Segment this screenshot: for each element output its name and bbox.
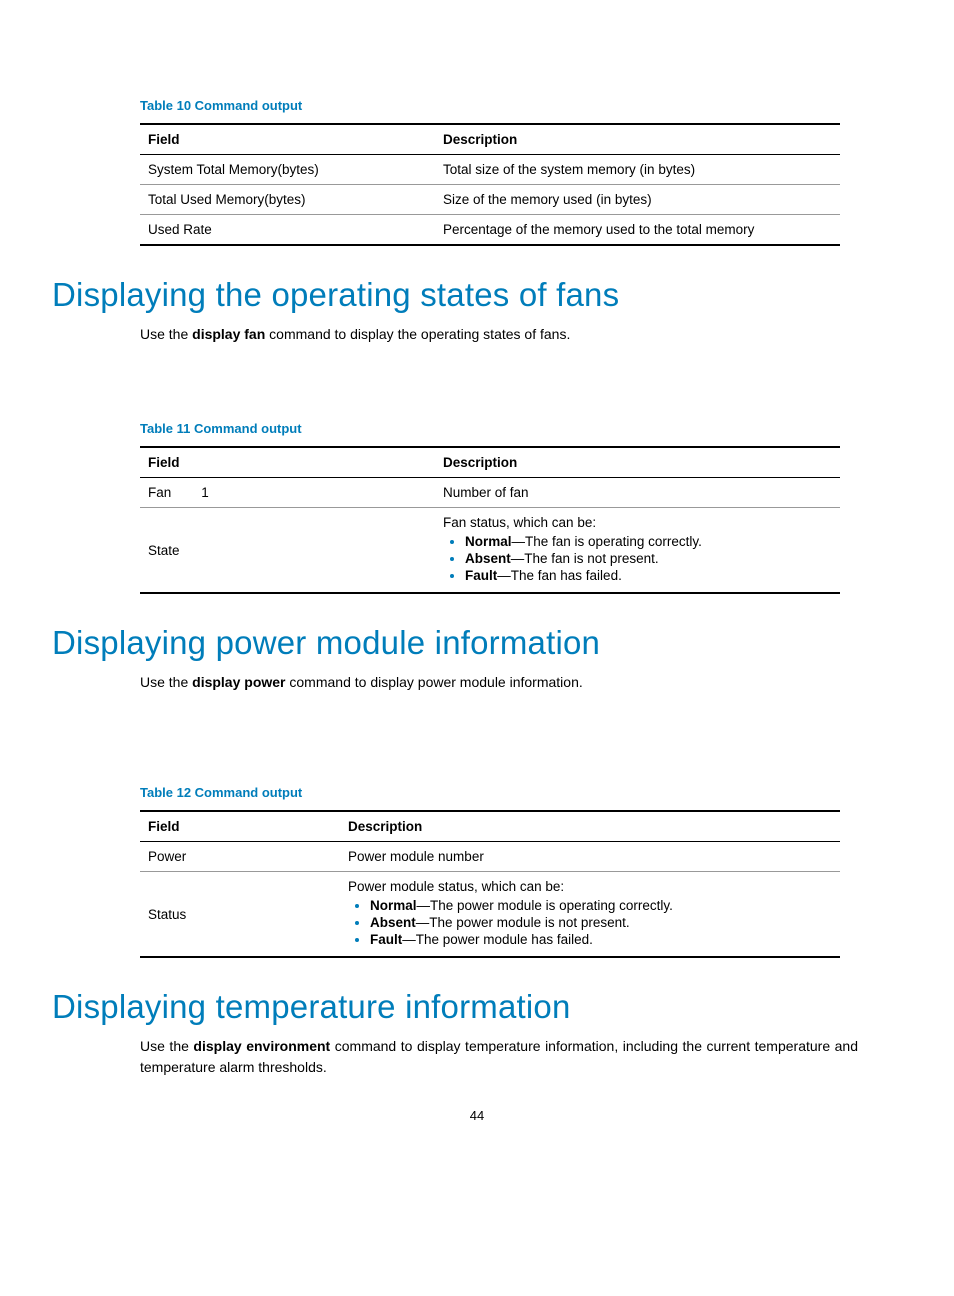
- table11-caption: Table 11 Command output: [140, 421, 858, 436]
- cmd-display-power: display power: [192, 674, 285, 690]
- page-content: Table 10 Command output Field Descriptio…: [0, 0, 954, 1163]
- spacer: [96, 345, 858, 413]
- spacer: [96, 693, 858, 777]
- table-header-row: Field Description: [140, 447, 840, 478]
- table11: Field Description Fan 1 Number of fan St…: [140, 446, 840, 594]
- cell-description: Number of fan: [435, 478, 840, 508]
- list-item: Absent—The fan is not present.: [465, 551, 832, 566]
- cell-description: Size of the memory used (in bytes): [435, 185, 840, 215]
- intro-fans: Use the display fan command to display t…: [140, 324, 858, 345]
- intro-power: Use the display power command to display…: [140, 672, 858, 693]
- term-text: —The fan has failed.: [497, 568, 622, 583]
- cell-description: Total size of the system memory (in byte…: [435, 155, 840, 185]
- page-number: 44: [96, 1108, 858, 1123]
- cmd-display-environment: display environment: [193, 1038, 330, 1054]
- text: Use the: [140, 674, 192, 690]
- table-row: System Total Memory(bytes) Total size of…: [140, 155, 840, 185]
- text: Use the: [140, 326, 192, 342]
- table-row: Status Power module status, which can be…: [140, 872, 840, 958]
- cell-field: State: [140, 508, 435, 594]
- cell-description: Percentage of the memory used to the tot…: [435, 215, 840, 246]
- th-field: Field: [140, 124, 435, 155]
- cmd-display-fan: display fan: [192, 326, 265, 342]
- cell-field: Power: [140, 842, 340, 872]
- list-item: Fault—The fan has failed.: [465, 568, 832, 583]
- th-description: Description: [435, 124, 840, 155]
- text: Use the: [140, 1038, 193, 1054]
- cell-field: Used Rate: [140, 215, 435, 246]
- term: Absent: [465, 551, 511, 566]
- th-field: Field: [140, 811, 340, 842]
- table-row: State Fan status, which can be: Normal—T…: [140, 508, 840, 594]
- term-text: —The power module has failed.: [402, 932, 593, 947]
- table-row: Used Rate Percentage of the memory used …: [140, 215, 840, 246]
- cell-description: Power module status, which can be: Norma…: [340, 872, 840, 958]
- text: command to display the operating states …: [265, 326, 570, 342]
- table-header-row: Field Description: [140, 811, 840, 842]
- table12: Field Description Power Power module num…: [140, 810, 840, 958]
- list-item: Normal—The power module is operating cor…: [370, 898, 832, 913]
- term-text: —The power module is not present.: [416, 915, 630, 930]
- table-row: Fan 1 Number of fan: [140, 478, 840, 508]
- list-item: Normal—The fan is operating correctly.: [465, 534, 832, 549]
- heading-temperature: Displaying temperature information: [52, 988, 858, 1026]
- status-list: Normal—The fan is operating correctly. A…: [443, 534, 832, 583]
- th-description: Description: [435, 447, 840, 478]
- list-item: Absent—The power module is not present.: [370, 915, 832, 930]
- table-row: Total Used Memory(bytes) Size of the mem…: [140, 185, 840, 215]
- table12-caption: Table 12 Command output: [140, 785, 858, 800]
- term: Normal: [370, 898, 417, 913]
- desc-intro: Fan status, which can be:: [443, 515, 596, 530]
- heading-power: Displaying power module information: [52, 624, 858, 662]
- heading-fans: Displaying the operating states of fans: [52, 276, 858, 314]
- cell-field: Status: [140, 872, 340, 958]
- desc-intro: Power module status, which can be:: [348, 879, 564, 894]
- term: Normal: [465, 534, 512, 549]
- cell-field: Fan 1: [140, 478, 435, 508]
- list-item: Fault—The power module has failed.: [370, 932, 832, 947]
- term-text: —The fan is not present.: [511, 551, 659, 566]
- table10-caption: Table 10 Command output: [140, 98, 858, 113]
- term: Absent: [370, 915, 416, 930]
- text: command to display power module informat…: [286, 674, 583, 690]
- term: Fault: [465, 568, 497, 583]
- status-list: Normal—The power module is operating cor…: [348, 898, 832, 947]
- table10: Field Description System Total Memory(by…: [140, 123, 840, 246]
- th-field: Field: [140, 447, 435, 478]
- cell-field: Total Used Memory(bytes): [140, 185, 435, 215]
- cell-description: Fan status, which can be: Normal—The fan…: [435, 508, 840, 594]
- table-header-row: Field Description: [140, 124, 840, 155]
- cell-field: System Total Memory(bytes): [140, 155, 435, 185]
- intro-temperature: Use the display environment command to d…: [140, 1036, 858, 1078]
- th-description: Description: [340, 811, 840, 842]
- term-text: —The fan is operating correctly.: [512, 534, 702, 549]
- term-text: —The power module is operating correctly…: [417, 898, 673, 913]
- cell-description: Power module number: [340, 842, 840, 872]
- table-row: Power Power module number: [140, 842, 840, 872]
- term: Fault: [370, 932, 402, 947]
